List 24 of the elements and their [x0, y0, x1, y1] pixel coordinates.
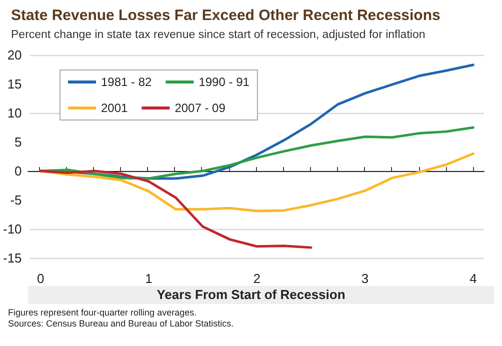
y-tick-label: -15 — [2, 250, 22, 266]
legend-label: 1981 - 82 — [101, 75, 152, 89]
y-tick-label: -5 — [10, 192, 22, 208]
x-tick-label: 0 — [36, 271, 44, 286]
legend-label: 2007 - 09 — [174, 101, 226, 115]
y-tick-label: 5 — [14, 134, 22, 150]
x-axis-title: Years From Start of Recession — [156, 287, 346, 302]
source-note: Sources: Census Bureau and Bureau of Labor Statistics. — [8, 318, 234, 328]
legend-label: 1990 - 91 — [198, 75, 250, 89]
x-tick-label: 1 — [145, 271, 152, 286]
y-tick-label: 0 — [14, 164, 22, 178]
line-series — [39, 170, 312, 249]
legend-label: 2001 — [101, 101, 128, 115]
y-tick-label: 10 — [7, 106, 22, 120]
x-tick-label: 2 — [253, 271, 261, 286]
y-tick-label: -10 — [2, 222, 22, 236]
y-tick-label: 20 — [7, 48, 22, 62]
chart-subtitle: Percent change in state tax revenue since start of recession, adjusted for inflation — [11, 29, 426, 41]
x-tick-label: 4 — [470, 271, 477, 286]
line-series — [39, 126, 474, 180]
text: Figures represent four-quarter rolling averages. — [8, 308, 197, 318]
y-tick-label: 15 — [7, 76, 22, 92]
chart-title: State Revenue Losses Far Exceed Other Recent Recessions — [11, 7, 440, 24]
x-tick-label: 3 — [361, 271, 369, 286]
